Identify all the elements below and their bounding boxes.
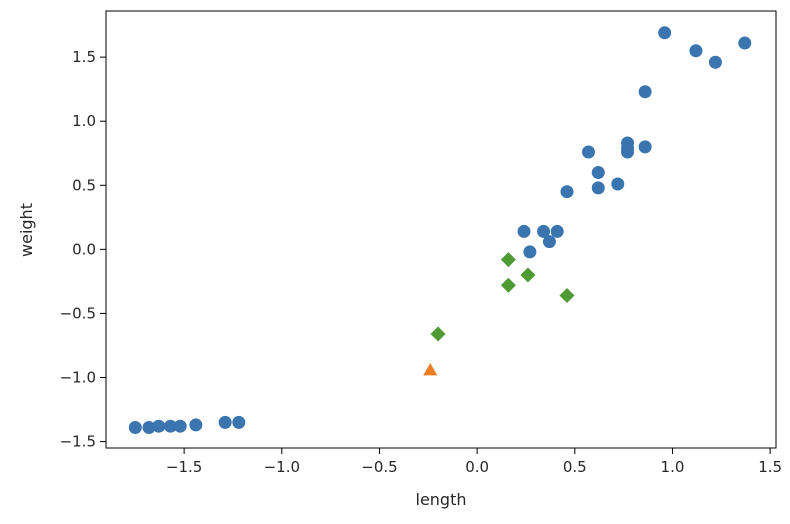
- data-point-triangle: [423, 362, 438, 376]
- x-tick-label: 0.0: [465, 458, 489, 476]
- y-tick-label: −1.5: [60, 433, 96, 451]
- x-tick-label: −1.0: [264, 458, 300, 476]
- data-point-circle: [621, 145, 635, 159]
- data-point-circle: [738, 36, 752, 50]
- x-tick-label: 1.5: [758, 458, 782, 476]
- data-point-circle: [523, 245, 537, 259]
- data-points: [128, 26, 752, 434]
- data-point-diamond: [500, 277, 516, 293]
- y-tick-label: 1.5: [72, 48, 96, 66]
- x-tick-label: −0.5: [361, 458, 397, 476]
- data-point-circle: [658, 26, 672, 40]
- data-point-diamond: [500, 252, 516, 268]
- y-axis-label: weight: [17, 203, 36, 257]
- x-tick-label: −1.5: [166, 458, 202, 476]
- y-axis-ticks: −1.5 −1.0 −0.5 0.0 0.5 1.0 1.5: [60, 48, 106, 451]
- data-point-circle: [542, 235, 556, 249]
- y-tick-label: 0.0: [72, 240, 96, 258]
- plot-frame: [105, 10, 777, 449]
- x-axis-ticks: −1.5 −1.0 −0.5 0.0 0.5 1.0 1.5: [166, 448, 782, 476]
- data-point-circle: [232, 415, 246, 429]
- data-point-circle: [163, 419, 177, 433]
- data-point-circle: [560, 185, 574, 199]
- data-point-circle: [638, 85, 652, 99]
- data-point-circle: [152, 419, 166, 433]
- data-point-circle: [689, 44, 703, 58]
- data-point-circle: [142, 420, 156, 434]
- plot-area: [106, 11, 776, 448]
- data-point-circle: [591, 181, 605, 195]
- data-point-circle: [173, 419, 187, 433]
- data-point-diamond: [559, 287, 575, 303]
- x-tick-label: 1.0: [661, 458, 685, 476]
- x-tick-label: 0.5: [563, 458, 587, 476]
- data-point-circle: [218, 415, 232, 429]
- data-point-circle: [517, 224, 531, 238]
- y-tick-label: −0.5: [60, 304, 96, 322]
- data-point-circle: [189, 418, 203, 432]
- y-tick-label: 0.5: [72, 176, 96, 194]
- data-point-circle: [638, 140, 652, 154]
- data-point-circle: [550, 224, 564, 238]
- data-point-circle: [611, 177, 625, 191]
- data-point-circle: [708, 55, 722, 69]
- data-point-circle: [581, 145, 595, 159]
- data-point-circle: [591, 165, 605, 179]
- data-point-diamond: [520, 267, 536, 283]
- x-axis-label: length: [416, 490, 467, 509]
- y-tick-label: 1.0: [72, 112, 96, 130]
- y-tick-label: −1.0: [60, 369, 96, 387]
- data-point-circle: [128, 420, 142, 434]
- data-point-circle: [537, 224, 551, 238]
- data-point-diamond: [430, 326, 446, 342]
